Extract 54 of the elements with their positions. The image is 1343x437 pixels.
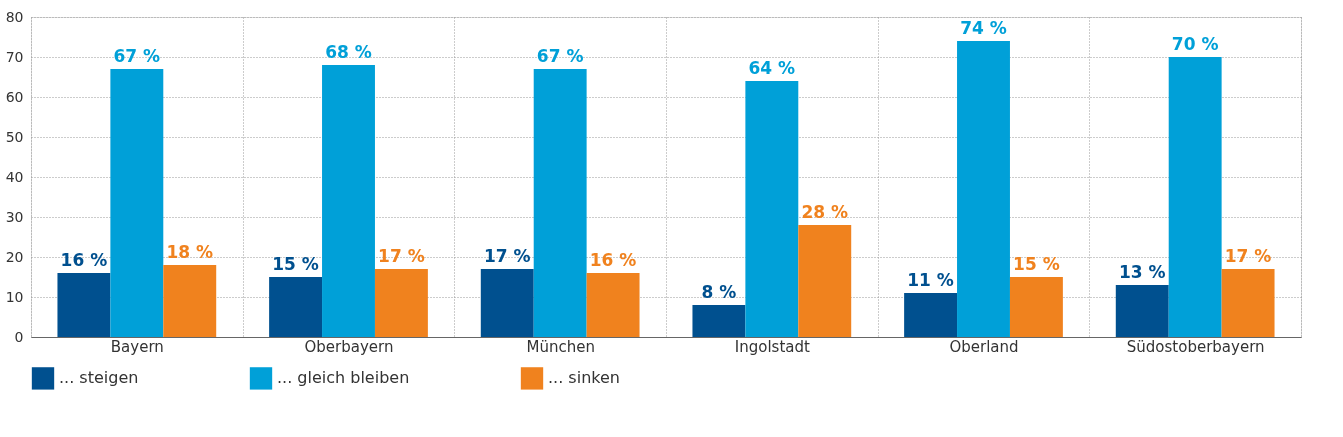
data-label: 11 % [907,270,954,290]
bar [110,69,164,337]
legend-label: ... sinken [548,368,620,388]
bar [692,305,746,337]
bar [480,269,534,337]
data-label: 74 % [960,18,1007,38]
data-label: 70 % [1171,34,1219,54]
data-label: 68 % [325,42,372,62]
data-label: 13 % [1118,262,1166,282]
bar [904,293,958,337]
data-label: 18 % [166,242,214,262]
bar [1168,57,1222,337]
bar [269,277,323,337]
bar [586,273,640,337]
y-tick-label: 50 [5,128,24,145]
y-tick-label: 80 [5,8,24,25]
y-tick-label: 60 [5,88,24,105]
data-label: 67 % [113,46,161,66]
legend-label: ... steigen [59,368,139,388]
y-tick-label: 40 [5,168,24,185]
bar [1221,269,1275,337]
bar [1009,277,1063,337]
bar [533,69,587,337]
x-tick-label: München [526,337,595,356]
bar [57,273,111,337]
data-label: 64 % [748,58,796,78]
bar [322,65,375,337]
data-label: 15 % [1013,254,1060,274]
data-label: 16 % [589,250,637,270]
data-label: 15 % [272,254,319,274]
data-label: 8 % [701,282,737,302]
data-label: 16 % [60,250,108,270]
x-tick-label: Oberbayern [304,337,394,356]
legend-label: ... gleich bleiben [277,368,410,388]
bar [798,225,852,337]
x-tick-label: Südostoberbayern [1126,337,1265,356]
y-tick-label: 70 [5,48,24,65]
data-label: 67 % [536,46,584,66]
data-label: 28 % [801,202,849,222]
data-label: 17 % [483,246,531,266]
y-tick-label: 10 [5,288,24,305]
y-tick-label: 0 [14,328,24,345]
data-label: 17 % [378,246,425,266]
bar [163,265,217,337]
x-tick-label: Oberland [949,337,1019,356]
y-tick-label: 30 [5,208,24,225]
data-label: 17 % [1224,246,1272,266]
x-tick-label: Bayern [110,337,164,356]
y-tick-label: 20 [5,248,24,265]
bar [374,269,428,337]
bar [1115,285,1169,337]
x-tick-label: Ingolstadt [734,337,810,356]
bar [745,81,799,337]
bar [957,41,1010,337]
